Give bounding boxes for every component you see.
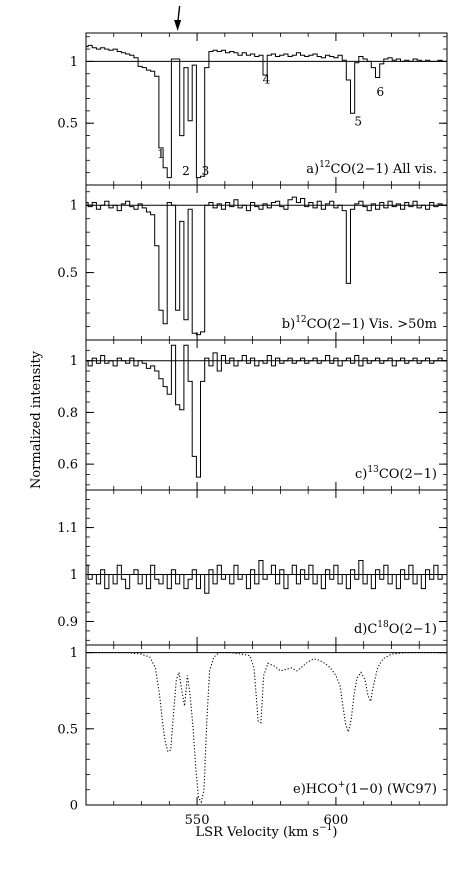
y-tick-label: 0.9 — [57, 615, 78, 630]
component-label: 5 — [354, 115, 362, 129]
panel-e: 0 0.5 1 e)HCO+(1−0) (WC97) 550 600 — [57, 644, 448, 828]
y-axis-label: Normalized intensity — [29, 350, 44, 489]
y-tick-label: 0.6 — [57, 458, 78, 473]
component-label: 4 — [263, 73, 271, 87]
x-axis-label: LSR Velocity (km s−1) — [196, 823, 338, 840]
component-label: 3 — [202, 164, 210, 178]
spectra-panels: 0.51a)12CO(2−1) All vis.12 34560.51b)12CO… — [57, 32, 448, 828]
y-tick-label: 1 — [70, 199, 78, 214]
y-tick-label: 0 — [70, 799, 78, 814]
panel-d: 0.9 1 1.1 d)C18O(2−1) — [57, 489, 448, 646]
y-tick-label: 1 — [70, 55, 78, 70]
panel-label: a)12CO(2−1) All vis. — [306, 160, 437, 177]
y-tick-label: 1 — [70, 568, 78, 583]
spectrum-series-b — [86, 196, 447, 336]
component-label: 1 — [157, 147, 165, 161]
spectrum-series-a — [86, 44, 447, 179]
y-tick-label: 0.5 — [57, 117, 78, 132]
panel-frame — [85, 644, 448, 806]
x-tick-label: 550 — [185, 813, 210, 828]
spectrum-series-c — [86, 344, 447, 478]
component-label: 2 — [182, 164, 190, 178]
x-tick-label: 600 — [324, 813, 349, 828]
y-tick-label: 0.5 — [57, 266, 78, 281]
y-tick-label: 1.1 — [57, 521, 78, 536]
y-tick-label: 0.8 — [57, 406, 78, 421]
component-label: 6 — [377, 85, 385, 99]
figure-overlay — [174, 5, 182, 31]
y-tick-label: 1 — [70, 646, 78, 661]
arrow-head — [174, 20, 182, 31]
spectrum-series-d — [86, 560, 447, 594]
panel-label: e)HCO+(1−0) (WC97) — [293, 780, 437, 797]
panel-label: b)12CO(2−1) Vis. >50m — [282, 315, 437, 332]
panel-c: 0.6 0.8 1 c)13CO(2−1) — [57, 339, 448, 491]
panel-label: c)13CO(2−1) — [355, 465, 437, 482]
panel-label: d)C18O(2−1) — [354, 620, 437, 637]
y-tick-label: 0.5 — [57, 722, 78, 737]
y-tick-label: 1 — [70, 354, 78, 369]
panel-b: 0.5 1 b)12CO(2−1) Vis. >50m — [57, 184, 448, 341]
spectrum-series-e — [86, 652, 447, 804]
